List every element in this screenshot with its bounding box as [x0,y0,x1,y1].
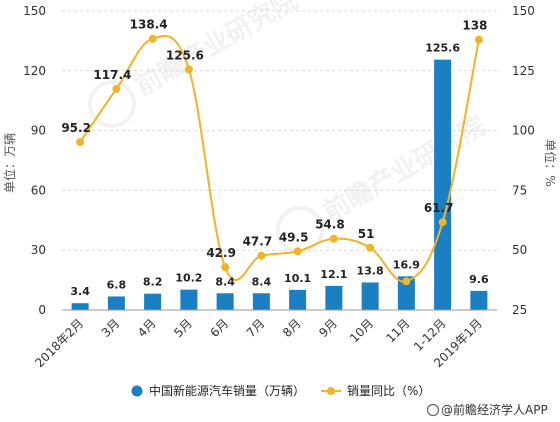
right-tick-label: 25 [512,303,527,317]
line-point [293,247,302,256]
legend: 中国新能源汽车销量（万辆） 销量同比（%） [131,383,430,398]
watermark-text: 前瞻产业研究院 [130,0,303,102]
line-value-label: 95.2 [61,121,91,135]
left-tick-label: 30 [31,243,46,257]
bar-value-label: 8.4 [215,275,235,288]
line-value-label: 138.4 [130,18,168,32]
line-point [402,277,411,286]
bar [216,293,234,310]
line-point [366,243,375,252]
left-axis-title: 单位：万辆 [2,133,17,193]
x-tick-label: 5月 [171,316,195,340]
line-value-label: 125.6 [166,48,204,62]
line-value-label: 42.9 [206,246,236,260]
right-tick-label: 100 [512,124,535,138]
right-tick-label: 125 [512,64,535,78]
legend-marker-line [327,387,335,395]
line-value-label: 117.4 [93,68,131,82]
watermark-circle [88,80,136,128]
bar [325,285,343,310]
left-tick-label: 150 [23,4,46,18]
legend-item-line: 销量同比（%） [321,384,430,398]
line-value-label: 49.5 [279,230,309,244]
source-icon [426,403,440,417]
line-point [474,35,483,44]
left-tick-label: 60 [31,183,46,197]
left-tick-label: 0 [38,303,46,317]
bar [144,293,162,310]
source-text: @前瞻经济学人APP [441,402,548,417]
line-point [329,234,338,243]
bar [180,289,198,310]
legend-item-bar: 中国新能源汽车销量（万辆） [131,383,305,398]
bar-value-label: 8.2 [143,276,163,289]
right-tick-label: 150 [512,4,535,18]
x-tick-label: 8月 [280,316,304,340]
watermark-text: 前瞻产业研究院 [318,110,491,228]
bar-value-label: 16.9 [393,258,420,271]
left-tick-label: 120 [23,64,46,78]
legend-label-bar: 中国新能源汽车销量（万辆） [149,383,305,398]
bar-value-label: 10.2 [175,272,202,285]
line-point [76,138,85,147]
bar-value-label: 125.6 [425,42,460,55]
bar-value-label: 10.1 [284,272,311,285]
source-credit: @前瞻经济学人APP [426,402,548,417]
x-tick-label: 11月 [383,316,412,345]
bar [71,303,89,310]
line-value-label: 51 [358,227,375,241]
bar [107,296,125,310]
bar [252,293,270,310]
line-point [148,34,157,43]
left-axis: 0 30 60 90 120 150 [23,4,46,317]
bar-value-label: 3.4 [70,285,90,298]
x-tick-label: 4月 [135,316,159,340]
line-point [257,251,266,260]
line-value-label: 54.8 [315,218,345,232]
right-axis: 25 50 75 100 125 150 [512,4,535,317]
line-point [112,84,121,93]
bar-value-label: 12.1 [320,268,347,281]
x-tick-label: 6月 [207,316,231,340]
bar-series [71,59,488,311]
bar-value-label: 6.8 [107,278,127,291]
line-value-label: 138 [462,19,487,33]
bar [434,59,452,311]
x-tick-label: 3月 [99,316,123,340]
line-point [438,218,447,227]
x-tick-label: 10月 [347,316,376,345]
bar [361,282,379,310]
x-tick-label: 9月 [316,316,340,340]
bar [470,290,488,310]
x-tick-label: 2018年2月 [32,316,86,370]
bar-value-label: 9.6 [469,273,489,286]
gridlines [62,10,497,251]
bar-value-label: 13.8 [357,264,384,277]
line-series [76,34,483,286]
legend-label-line: 销量同比（%） [347,384,430,398]
left-tick-label: 90 [31,124,46,138]
x-tick-label: 7月 [244,316,268,340]
line-point [221,263,230,272]
bar-value-label: 8.4 [252,275,272,288]
data-labels: 3.4 6.8 8.2 10.2 8.4 8.4 10.1 12.1 13.8 16.9 125.6… [61,18,489,298]
legend-swatch-bar [131,385,143,397]
bar [289,289,307,310]
line-value-label: 61.7 [424,201,454,215]
right-tick-label: 50 [512,243,527,257]
line-point [184,65,193,74]
line-value-label: 47.7 [243,235,273,249]
right-tick-label: 75 [512,183,527,197]
bar [397,276,415,310]
right-axis-title: 单位：% [543,139,558,186]
watermark-logo: 前瞻产业研究院 [276,110,491,254]
